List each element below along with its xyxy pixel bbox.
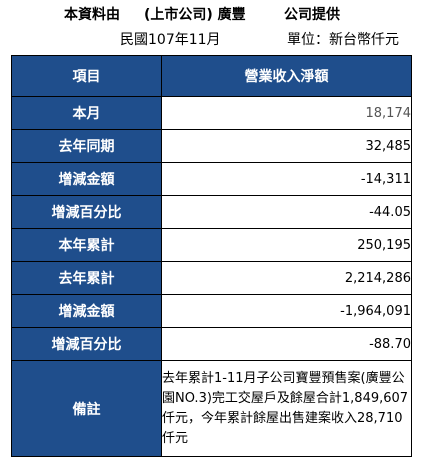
row-value: 2,214,286 — [161, 261, 412, 295]
row-value: -14,311 — [161, 162, 412, 196]
row-label: 本年累計 — [11, 228, 162, 262]
table-row: 去年同期 32,485 — [11, 129, 412, 163]
row-label: 增減百分比 — [11, 327, 162, 361]
row-label: 去年同期 — [11, 129, 162, 163]
title-segment-source: 本資料由 — [64, 7, 120, 23]
table-row: 本月 18,174 — [11, 96, 412, 130]
table-row-note: 備註 去年累計1-11月子公司寶豐預售案(廣豐公園NO.3)完工交屋戶及餘屋合計… — [11, 360, 412, 457]
note-label: 備註 — [11, 360, 162, 457]
row-label: 增減百分比 — [11, 195, 162, 229]
row-value: -1,964,091 — [161, 294, 412, 328]
row-value: -44.05 — [161, 195, 412, 229]
report-subheader: 民國107年11月 單位：新台幣仟元 — [0, 31, 421, 49]
table-row: 增減百分比 -88.70 — [11, 327, 412, 361]
row-value: 32,485 — [161, 129, 412, 163]
title-segment-company: (上市公司) 廣豐 — [144, 7, 246, 23]
column-header-item: 項目 — [11, 55, 162, 97]
table-row: 本年累計 250,195 — [11, 228, 412, 262]
row-label: 去年累計 — [11, 261, 162, 295]
column-header-revenue: 營業收入淨額 — [161, 55, 412, 97]
revenue-table: 項目 營業收入淨額 本月 18,174 去年同期 32,485 增減金額 -14… — [11, 55, 412, 457]
report-unit: 單位：新台幣仟元 — [287, 32, 399, 48]
report-title: 本資料由 (上市公司) 廣豐 公司提供 — [0, 6, 421, 24]
row-label: 本月 — [11, 96, 162, 130]
note-value: 去年累計1-11月子公司寶豐預售案(廣豐公園NO.3)完工交屋戶及餘屋合計1,8… — [161, 360, 412, 457]
row-value: 250,195 — [161, 228, 412, 262]
table-row: 增減金額 -14,311 — [11, 162, 412, 196]
table-row: 增減百分比 -44.05 — [11, 195, 412, 229]
row-value: 18,174 — [161, 96, 412, 130]
title-segment-provided: 公司提供 — [284, 7, 340, 23]
table-header-row: 項目 營業收入淨額 — [11, 55, 412, 97]
row-label: 增減金額 — [11, 294, 162, 328]
row-value: -88.70 — [161, 327, 412, 361]
table-row: 去年累計 2,214,286 — [11, 261, 412, 295]
table-row: 增減金額 -1,964,091 — [11, 294, 412, 328]
row-label: 增減金額 — [11, 162, 162, 196]
report-period: 民國107年11月 — [120, 32, 221, 48]
